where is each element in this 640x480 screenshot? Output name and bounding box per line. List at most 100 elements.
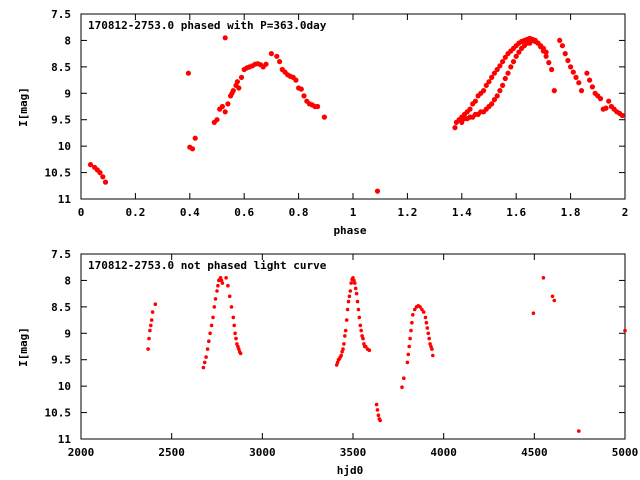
plot-lightcurve-data-point bbox=[541, 276, 546, 280]
plot-phased-data-point bbox=[500, 82, 506, 88]
plot-lightcurve-data-point bbox=[360, 334, 364, 338]
plot-lightcurve-data-point bbox=[361, 336, 365, 341]
plot-lightcurve-data-point bbox=[227, 294, 232, 299]
plot-phased-data-point bbox=[452, 125, 458, 131]
plot-phased-xtick-label: 1.4 bbox=[452, 206, 472, 219]
plot-lightcurve-data-point bbox=[405, 360, 410, 365]
plot-phased-xtick-label: 1 bbox=[350, 206, 357, 219]
plot-lightcurve-data-point bbox=[355, 299, 360, 304]
plot-phased-xlabel: phase bbox=[333, 224, 366, 237]
plot-lightcurve-data-point bbox=[204, 355, 208, 359]
plot-phased-data-point bbox=[549, 66, 555, 73]
plot-phased-ytick-label: 10.5 bbox=[45, 167, 72, 180]
plot-lightcurve-data-point bbox=[420, 307, 424, 312]
plot-phased-data-point bbox=[516, 49, 522, 55]
plot-phased-data-point bbox=[565, 57, 571, 64]
plot-lightcurve-data-point bbox=[359, 328, 364, 333]
plot-lightcurve-xtick-label: 4500 bbox=[521, 446, 548, 459]
plot-lightcurve-xtick-label: 3500 bbox=[340, 446, 367, 459]
plot-phased-data-point bbox=[510, 59, 517, 65]
plot-lightcurve-data-point bbox=[353, 286, 358, 291]
plot-lightcurve-data-point bbox=[550, 294, 555, 299]
plot-phased-data-point bbox=[263, 61, 269, 67]
plot-phased-data-point bbox=[230, 88, 236, 94]
plot-lightcurve-data-point bbox=[407, 344, 412, 349]
plot-phased-data-point bbox=[508, 64, 514, 70]
plot-phased-data-point bbox=[315, 103, 321, 110]
plot-phased-data-point bbox=[102, 179, 109, 185]
plot-lightcurve-data-point bbox=[357, 315, 362, 320]
plot-phased-data-point bbox=[274, 53, 280, 59]
plot-phased-data-point bbox=[214, 117, 220, 123]
plot-lightcurve-data-point bbox=[408, 336, 412, 341]
plot-phased-data-point bbox=[225, 101, 231, 107]
plot-lightcurve-data-point bbox=[147, 336, 151, 341]
plot-phased-data-point bbox=[491, 97, 497, 103]
plot-lightcurve-data-point bbox=[146, 347, 150, 351]
plot-lightcurve-data-point bbox=[427, 336, 432, 341]
plot-lightcurve-xtick-label: 5000 bbox=[612, 446, 639, 459]
plot-phased-data-point bbox=[97, 170, 103, 176]
plot-phased-data-point bbox=[238, 74, 245, 80]
plot-lightcurve-data-point bbox=[375, 408, 380, 412]
plot-lightcurve-data-point bbox=[339, 353, 344, 358]
plot-lightcurve-ytick-label: 7.5 bbox=[51, 248, 71, 261]
plot-phased-data-point bbox=[219, 103, 225, 110]
plot-phased-data-point bbox=[236, 85, 242, 91]
plot-lightcurve-data-point bbox=[344, 318, 349, 322]
plot-lightcurve-data-point bbox=[356, 307, 361, 312]
plot-phased-data-point bbox=[603, 105, 609, 111]
plot-phased-data-point bbox=[268, 51, 274, 57]
plot-lightcurve-xtick-label: 2500 bbox=[158, 446, 185, 459]
plot-lightcurve-xtick-label: 3000 bbox=[249, 446, 276, 459]
plot-lightcurve-data-point bbox=[205, 347, 210, 351]
plot-lightcurve-data-point bbox=[201, 365, 206, 370]
plot-lightcurve-data-point bbox=[412, 307, 417, 312]
plot-lightcurve-data-point bbox=[212, 305, 217, 309]
plot-lightcurve-data-point bbox=[340, 350, 344, 354]
plot-phased-data-point bbox=[543, 53, 549, 59]
plot-lightcurve-data-point bbox=[421, 310, 426, 314]
plot-lightcurve-data-point bbox=[208, 331, 212, 336]
plot-phased-data-point bbox=[486, 79, 492, 85]
plot-phased-data-point bbox=[606, 98, 612, 104]
plot-phased-data-point bbox=[277, 59, 283, 65]
plot-phased-data-point bbox=[562, 51, 568, 57]
plot-phased-data-point bbox=[597, 96, 604, 102]
plot-phased-xtick-label: 1.2 bbox=[397, 206, 417, 219]
plot-lightcurve-data-point bbox=[343, 328, 348, 333]
plot-phased-ytick-label: 10 bbox=[58, 140, 71, 153]
plot-phased-data-point bbox=[573, 74, 579, 80]
plot-phased-ticks: 0 0.2 0.4 0.6 0.8 1 1.2 1.4 1.6 1.8 2 7.5 8 8.5 9 9.5 10… bbox=[45, 8, 629, 219]
plot-phased-ytick-label: 8.5 bbox=[51, 61, 71, 74]
plot-lightcurve-data-point bbox=[348, 289, 353, 293]
plot-lightcurve-title: 170812-2753.0 not phased light curve bbox=[88, 259, 327, 272]
plot-phased-data-point bbox=[374, 188, 381, 194]
plot-phased-xtick-label: 0.2 bbox=[125, 206, 145, 219]
plot-lightcurve-ytick-label: 8 bbox=[64, 274, 71, 287]
plot-phased-data-point bbox=[298, 86, 304, 92]
plot-lightcurve-data-point bbox=[153, 302, 158, 307]
plot-lightcurve-data-point bbox=[358, 323, 363, 328]
plot-lightcurve-ytick-label: 10 bbox=[58, 380, 71, 393]
plot-lightcurve: 2000 2500 3000 3500 4000 4500 5000 7.5 8 8.5 9 9.5 1… bbox=[17, 248, 638, 477]
plot-lightcurve-data-point bbox=[216, 283, 220, 288]
plot-lightcurve-data-point bbox=[335, 360, 340, 365]
plot-lightcurve-data-point bbox=[374, 402, 379, 407]
plot-lightcurve-data-point bbox=[402, 376, 406, 381]
plot-lightcurve-data-point bbox=[552, 298, 557, 303]
plot-phased-ytick-label: 8 bbox=[64, 34, 71, 47]
plot-lightcurve-data-point bbox=[238, 351, 243, 356]
plot-phased-data-point bbox=[559, 43, 566, 49]
plot-phased-data-point bbox=[502, 54, 508, 60]
plot-lightcurve-data-point bbox=[418, 305, 422, 309]
plot-lightcurve-data-point bbox=[354, 291, 359, 296]
plot-lightcurve-xlabel: hjd0 bbox=[337, 464, 364, 477]
plot-phased-xtick-label: 2 bbox=[622, 206, 629, 219]
plot-lightcurve-data-point bbox=[353, 281, 357, 285]
plot-phased-data-point bbox=[578, 88, 585, 94]
plot-phased-data-point bbox=[491, 70, 497, 76]
plot-phased-xtick-label: 0.4 bbox=[180, 206, 200, 219]
plot-lightcurve-xtick-label: 2000 bbox=[68, 446, 95, 459]
plot-phased-data-point bbox=[546, 60, 552, 66]
